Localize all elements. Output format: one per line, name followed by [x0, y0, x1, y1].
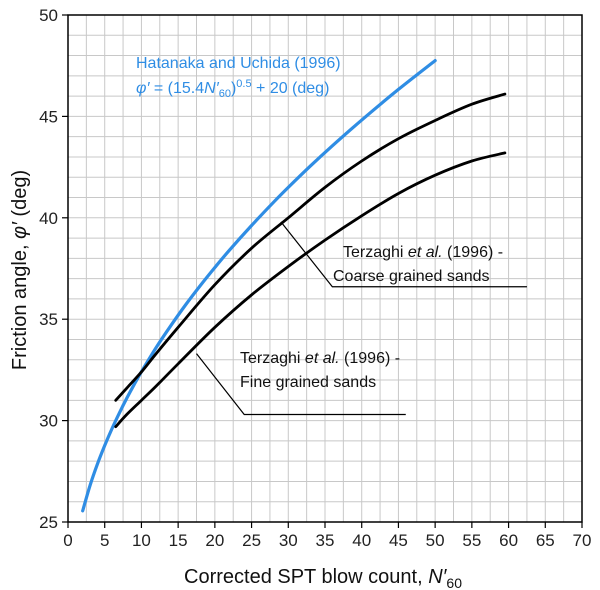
fine-sands-label: Terzaghi et al. (1996) - Fine grained sa…: [240, 350, 400, 391]
x-tick-label: 35: [316, 531, 335, 550]
x-tick-label: 10: [132, 531, 151, 550]
y-tick-label: 35: [39, 310, 58, 329]
x-tick-label: 20: [205, 531, 224, 550]
x-tick-label: 50: [426, 531, 445, 550]
hatanaka-equation: φ′ = (15.4N′60)0.5 + 20 (deg): [136, 78, 329, 100]
x-tick-label: 40: [352, 531, 371, 550]
hatanaka-curve: [81, 59, 437, 513]
fine-sands-curve: [114, 151, 507, 429]
svg-text:Coarse grained sands: Coarse grained sands: [333, 268, 490, 285]
y-tick-label: 50: [39, 6, 58, 25]
x-tick-label: 45: [389, 531, 408, 550]
hatanaka-legend-title: Hatanaka and Uchida (1996): [136, 55, 341, 72]
y-tick-labels: 25 30 35 40 45 50: [39, 6, 68, 532]
coarse-sands-curve: [114, 92, 507, 402]
x-tick-label: 70: [573, 531, 592, 550]
x-tick-label: 0: [63, 531, 72, 550]
x-tick-label: 15: [169, 531, 188, 550]
y-tick-label: 25: [39, 513, 58, 532]
x-tick-label: 55: [462, 531, 481, 550]
x-tick-label: 30: [279, 531, 298, 550]
x-tick-label: 5: [100, 531, 109, 550]
x-tick-label: 65: [536, 531, 555, 550]
y-tick-label: 45: [39, 107, 58, 126]
svg-text:Terzaghi et al. (1996) -: Terzaghi et al. (1996) -: [343, 244, 503, 261]
svg-text:Terzaghi et al. (1996) -: Terzaghi et al. (1996) -: [240, 350, 400, 367]
data-curves: [81, 59, 507, 513]
svg-text:Fine grained sands: Fine grained sands: [240, 374, 376, 391]
fine-pointer-line: [196, 353, 406, 416]
y-tick-label: 40: [39, 209, 58, 228]
coarse-pointer-line: [280, 221, 527, 288]
gridlines: [67, 14, 583, 523]
x-tick-label: 25: [242, 531, 261, 550]
y-tick-label: 30: [39, 412, 58, 431]
x-tick-label: 60: [499, 531, 518, 550]
annotation-pointers: [196, 221, 527, 416]
coarse-sands-label: Terzaghi et al. (1996) - Coarse grained …: [333, 244, 503, 285]
x-axis-title: Corrected SPT blow count, N′60: [184, 566, 462, 590]
x-tick-labels: 0 5 10 15 20 25 30 35 40 45 50 55 60 65 70: [63, 522, 591, 550]
y-axis-title: Friction angle, φ′ (deg): [9, 170, 31, 370]
